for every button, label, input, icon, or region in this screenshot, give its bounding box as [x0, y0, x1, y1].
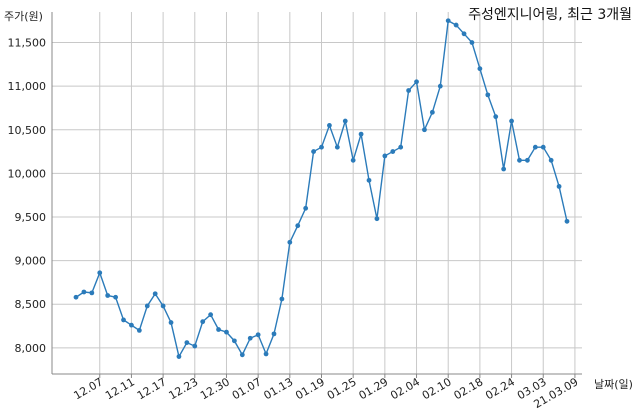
y-tick-label: 11,500	[8, 37, 47, 50]
data-point	[548, 157, 554, 163]
data-point	[540, 144, 546, 150]
data-point	[311, 149, 316, 154]
x-tick-labels: 12.0712.1112.1712.2312.3001.0701.1301.19…	[71, 375, 580, 411]
y-tick-labels: 8,000 8,500 9,000 9,500 10,000 10,500 11,000 11…	[8, 37, 47, 355]
data-point	[200, 319, 206, 325]
data-point	[239, 352, 245, 358]
data-point	[263, 351, 269, 357]
data-point	[303, 205, 309, 211]
data-point	[564, 218, 570, 224]
data-point	[485, 92, 491, 98]
y-tick-label: 11,000	[8, 80, 47, 93]
data-point	[319, 144, 324, 150]
data-point	[453, 22, 459, 28]
y-tick-label: 10,500	[8, 124, 47, 137]
data-point	[517, 157, 522, 163]
x-tick-label: 12.07	[71, 375, 105, 402]
data-point	[160, 303, 166, 309]
data-point	[350, 157, 356, 163]
data-points	[73, 18, 570, 359]
data-point	[445, 18, 451, 24]
x-tick-label: 02.04	[388, 375, 422, 402]
y-tick-label: 9,500	[15, 211, 47, 224]
x-tick-label: 01.13	[262, 375, 296, 402]
y-gridlines	[52, 42, 582, 349]
data-point	[247, 335, 253, 341]
x-tick-label: 02.24	[483, 375, 517, 402]
data-point	[168, 320, 174, 325]
data-point	[105, 293, 111, 298]
y-tick-label: 8,500	[15, 298, 47, 311]
data-point	[129, 322, 134, 328]
data-point	[556, 184, 562, 189]
x-tick-label: 12.23	[167, 375, 201, 402]
y-tick-label: 9,000	[15, 255, 47, 268]
data-point	[414, 79, 419, 85]
data-point	[216, 327, 221, 332]
data-point	[152, 291, 158, 297]
data-point	[97, 270, 103, 276]
y-axis-label: 주가(원)	[4, 10, 43, 23]
data-point	[429, 109, 435, 115]
data-point	[208, 312, 214, 318]
data-point	[144, 303, 150, 309]
data-point	[287, 239, 293, 245]
data-point	[342, 118, 348, 124]
x-gridlines	[99, 12, 576, 374]
x-tick-label: 02.10	[420, 375, 454, 402]
data-point	[382, 153, 388, 159]
data-point	[113, 294, 118, 300]
data-point	[121, 317, 126, 323]
axes	[51, 12, 582, 378]
x-tick-label: 12.17	[135, 375, 169, 402]
x-tick-label: 12.30	[198, 375, 232, 402]
x-tick-label: 12.11	[103, 375, 137, 402]
x-tick-label: 01.07	[230, 375, 264, 402]
chart-title: 주성엔지니어링, 최근 3개월	[468, 7, 632, 23]
data-point	[334, 144, 340, 150]
data-point	[89, 290, 95, 296]
data-point	[398, 144, 404, 150]
data-point	[366, 177, 372, 183]
x-tick-label: 01.29	[357, 375, 391, 402]
data-point	[81, 289, 87, 295]
data-point	[374, 216, 380, 222]
data-point	[469, 40, 475, 45]
data-point	[509, 118, 514, 124]
x-tick-label: 01.19	[293, 375, 327, 402]
data-point	[493, 114, 499, 120]
data-point	[406, 88, 412, 93]
data-point	[390, 149, 396, 154]
data-point	[437, 83, 443, 89]
data-point	[461, 31, 467, 37]
x-axis-label: 날짜(일)	[594, 378, 633, 391]
data-point	[295, 223, 301, 229]
data-point	[136, 327, 142, 333]
data-point	[422, 127, 427, 133]
data-point	[327, 122, 332, 128]
data-point	[477, 66, 483, 72]
data-point	[224, 329, 229, 335]
y-tick-label: 10,000	[8, 167, 47, 180]
data-point	[184, 340, 190, 345]
data-point	[279, 296, 285, 302]
data-point	[271, 331, 277, 337]
x-tick-label: 02.18	[452, 375, 486, 402]
data-point	[231, 338, 237, 344]
data-point	[532, 144, 538, 150]
data-point	[192, 343, 198, 349]
data-point	[358, 131, 364, 137]
data-point	[176, 354, 182, 359]
data-point	[501, 166, 507, 172]
data-point	[255, 332, 261, 338]
x-tick-label: 01.25	[325, 375, 359, 402]
y-tick-label: 8,000	[15, 342, 47, 355]
data-point	[525, 157, 530, 163]
data-point	[73, 294, 79, 300]
